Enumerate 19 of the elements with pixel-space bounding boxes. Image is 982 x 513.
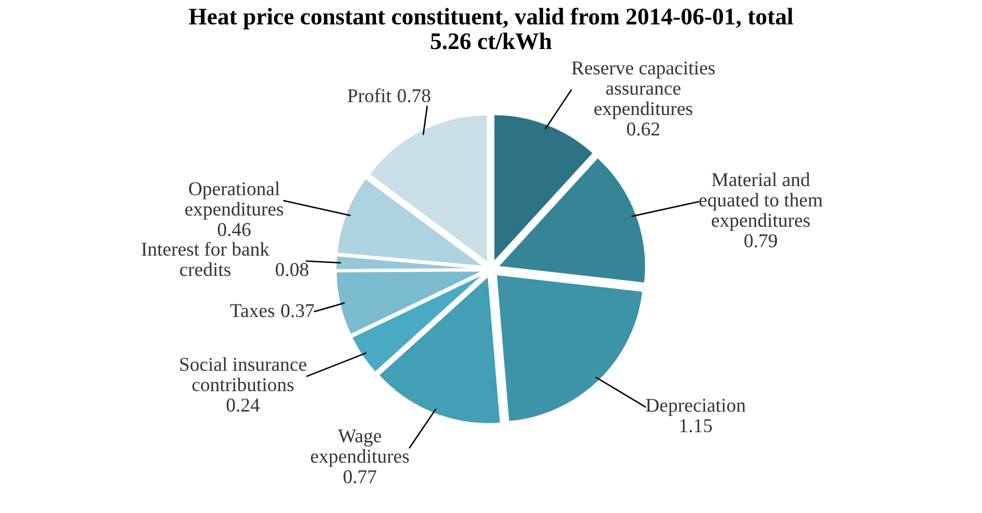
slice-label: Wage expenditures	[310, 430, 409, 467]
chart-title: Heat price constant constituent, valid from 2014-06-01, total 5.26 ct/kWh	[188, 8, 794, 50]
slice-label: Depreciation	[646, 398, 746, 416]
slice-label: Operational expenditures	[185, 182, 284, 220]
data-label: 0.24	[226, 398, 260, 412]
data-label: 0.62	[627, 122, 660, 136]
data-label: 0.77	[344, 470, 376, 484]
data-label: 0.08	[276, 262, 308, 276]
slice-label: Taxes	[230, 304, 274, 318]
data-label: 1.15	[680, 419, 712, 432]
slice-label: Social insurance contributions	[180, 357, 306, 392]
slice-label: Interest for bank credits	[142, 242, 270, 276]
data-label: 0.79	[744, 234, 777, 248]
data-label: 0.78	[398, 89, 430, 102]
data-label: 0.37	[281, 304, 314, 318]
data-label: 0.46	[218, 222, 251, 236]
slice-label: Reserve capacities assurance expenditures	[572, 61, 715, 120]
slice-label: Material and equated to them expenditures	[699, 172, 823, 231]
slice-label: Profit	[348, 88, 392, 102]
